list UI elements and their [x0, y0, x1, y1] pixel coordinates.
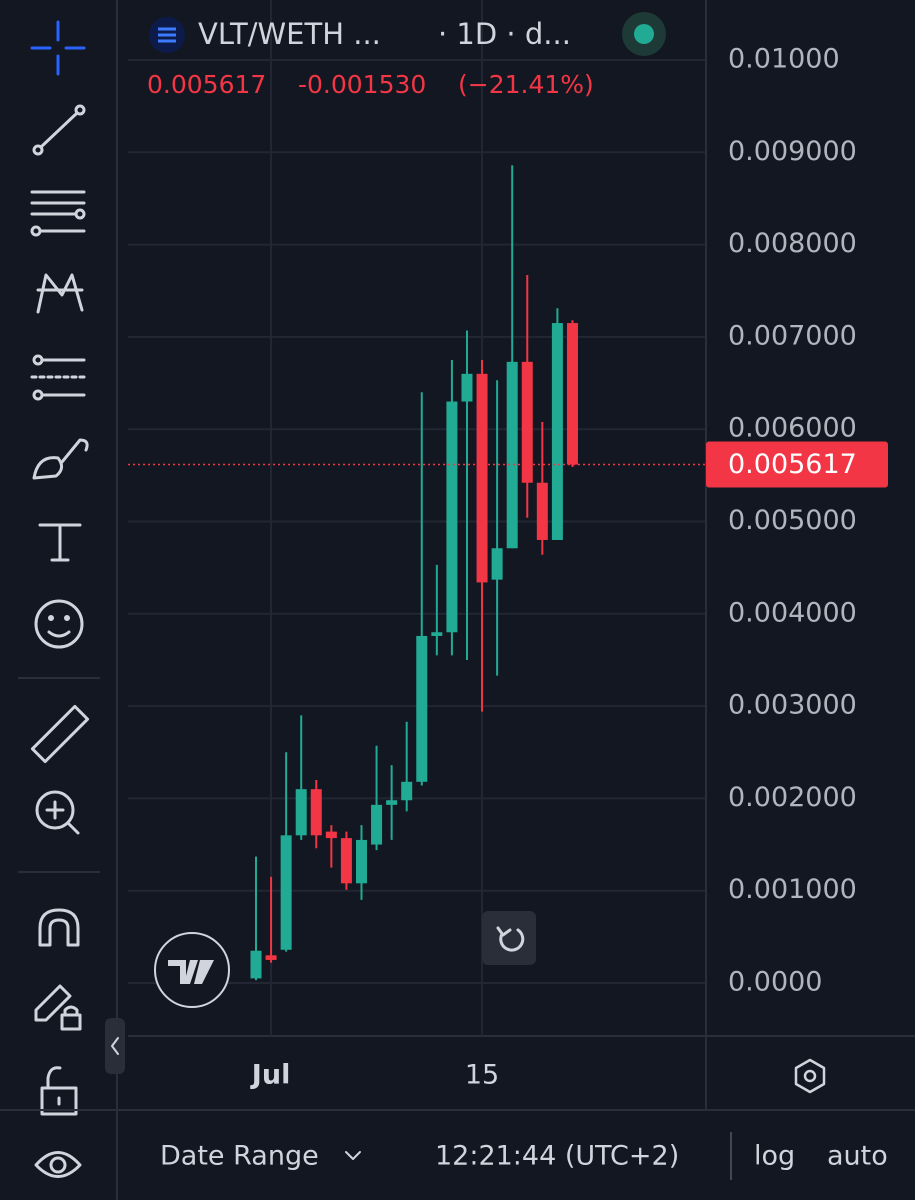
ruler-tool[interactable] — [30, 704, 90, 764]
candle-body — [250, 950, 262, 979]
candle-body — [536, 482, 548, 540]
y-tick-label: 0.006000 — [728, 413, 857, 444]
y-tick-label: 0.0000 — [728, 967, 822, 998]
date-range-button[interactable]: Date Range — [160, 1141, 319, 1172]
magnet-tool[interactable] — [38, 908, 80, 947]
symbol-name[interactable]: VLT/WETH ... — [198, 17, 381, 51]
fib-tool[interactable] — [30, 190, 86, 237]
candle-body — [431, 632, 443, 636]
symbol-logo-mark — [158, 27, 176, 43]
toolbar — [18, 0, 125, 1200]
eye-tool[interactable] — [34, 1151, 82, 1178]
unlock-tool[interactable] — [40, 1066, 78, 1116]
candles — [250, 165, 578, 981]
forecast-tool[interactable] — [30, 354, 86, 401]
candle-body — [491, 548, 503, 580]
candle-body — [310, 789, 322, 836]
market-status-dot — [634, 24, 654, 44]
candle-body — [355, 839, 367, 884]
y-tick-label: 0.005000 — [728, 505, 857, 536]
candle-body — [295, 789, 307, 836]
last-price-value: 0.005617 — [147, 70, 266, 99]
axis-settings[interactable] — [794, 1058, 826, 1094]
y-tick-label: 0.003000 — [728, 690, 857, 721]
x-tick-label: 15 — [465, 1060, 499, 1091]
emoji-tool[interactable] — [34, 599, 84, 649]
toolbar-collapse[interactable] — [105, 1018, 125, 1074]
tradingview-logo-mark — [168, 960, 214, 984]
zoom-tool[interactable] — [35, 790, 80, 835]
y-tick-label: 0.002000 — [728, 782, 857, 813]
last-price-label: 0.005617 — [728, 449, 857, 480]
price-change: -0.001530 — [298, 70, 426, 99]
reset-icon-arrow — [496, 926, 512, 937]
axis-settings-center — [803, 1069, 817, 1083]
candle-body — [521, 361, 533, 483]
pattern-tool[interactable] — [36, 273, 84, 314]
candle-body — [416, 635, 428, 782]
crosshair-tool[interactable] — [30, 20, 86, 76]
y-tick-label: 0.008000 — [728, 228, 857, 259]
text-tool[interactable] — [38, 523, 82, 562]
brush-tool[interactable] — [32, 438, 89, 480]
interval[interactable]: · 1D · d... — [438, 17, 571, 51]
candle-body — [386, 800, 398, 805]
y-tick-label: 0.01000 — [728, 44, 840, 75]
y-tick-label: 0.001000 — [728, 874, 857, 905]
lock-drawings-tool[interactable] — [34, 984, 82, 1031]
y-tick-label: 0.009000 — [728, 136, 857, 167]
candle-body — [401, 781, 413, 801]
trend-line-tool[interactable] — [32, 104, 86, 156]
candle-body — [461, 373, 473, 402]
auto-toggle[interactable]: auto — [827, 1141, 888, 1172]
y-tick-label: 0.007000 — [728, 320, 857, 351]
candle-body — [265, 955, 277, 960]
reset-icon — [499, 928, 525, 952]
grid — [128, 0, 705, 1036]
candle-body — [506, 361, 518, 549]
candle-body — [325, 831, 337, 839]
reset-chart-button[interactable] — [482, 911, 536, 965]
clock[interactable]: 12:21:44 (UTC+2) — [435, 1141, 679, 1172]
candle-body — [446, 401, 458, 633]
collapse-arrow — [111, 1037, 119, 1055]
candle-body — [551, 323, 563, 540]
candle-body — [280, 835, 292, 950]
log-toggle[interactable]: log — [754, 1141, 795, 1172]
candle-body — [371, 804, 383, 845]
candle-body — [566, 323, 578, 465]
candle-body — [476, 373, 488, 583]
candle-body — [340, 838, 352, 884]
date-range-chevron — [345, 1151, 361, 1160]
last-price-tag — [706, 441, 888, 488]
y-tick-label: 0.004000 — [728, 597, 857, 628]
price-change-percent: (−21.41%) — [458, 70, 594, 99]
x-tick-label: Jul — [250, 1060, 291, 1091]
